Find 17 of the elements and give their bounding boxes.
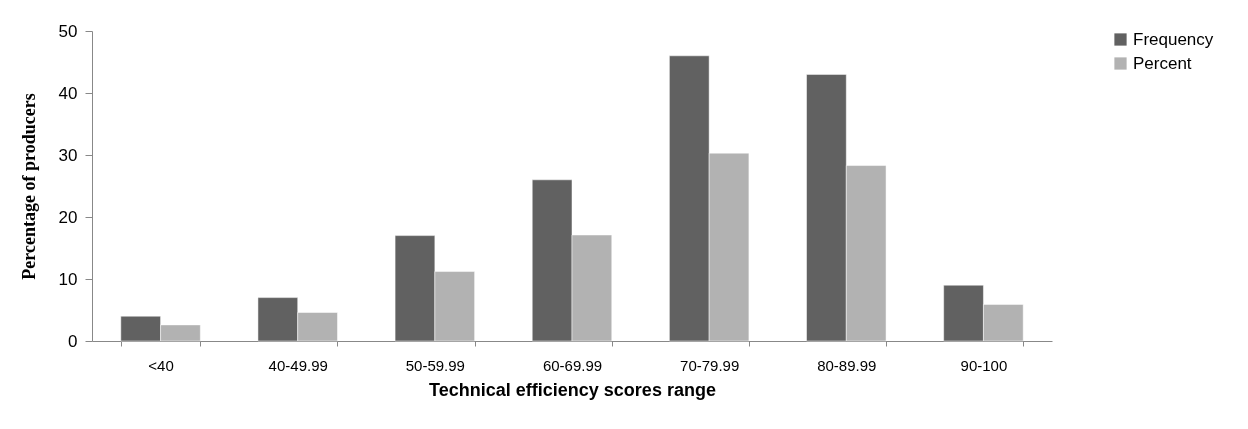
y-axis-title: Percentage of producers bbox=[18, 93, 39, 280]
legend-label: Percent bbox=[1133, 53, 1192, 73]
y-tick-label: 40 bbox=[58, 83, 78, 103]
x-tick-label: 80-89.99 bbox=[817, 356, 877, 374]
x-tick-label: 50-59.99 bbox=[405, 356, 465, 374]
x-axis-title: Technical efficiency scores range bbox=[429, 379, 716, 400]
y-tick-label: 20 bbox=[58, 207, 78, 227]
x-tick-label: 70-79.99 bbox=[680, 356, 740, 374]
x-tick-label: 90-100 bbox=[960, 356, 1008, 374]
y-tick-label: 10 bbox=[58, 269, 78, 289]
x-tick-label: 60-69.99 bbox=[542, 356, 603, 374]
x-tick-label: <40 bbox=[148, 356, 174, 374]
legend-label: Frequency bbox=[1133, 29, 1214, 49]
x-tick-label: 40-49.99 bbox=[268, 356, 328, 374]
y-tick-label: 0 bbox=[68, 331, 78, 351]
y-tick-label: 30 bbox=[58, 145, 78, 165]
y-tick-label: 50 bbox=[58, 21, 78, 41]
